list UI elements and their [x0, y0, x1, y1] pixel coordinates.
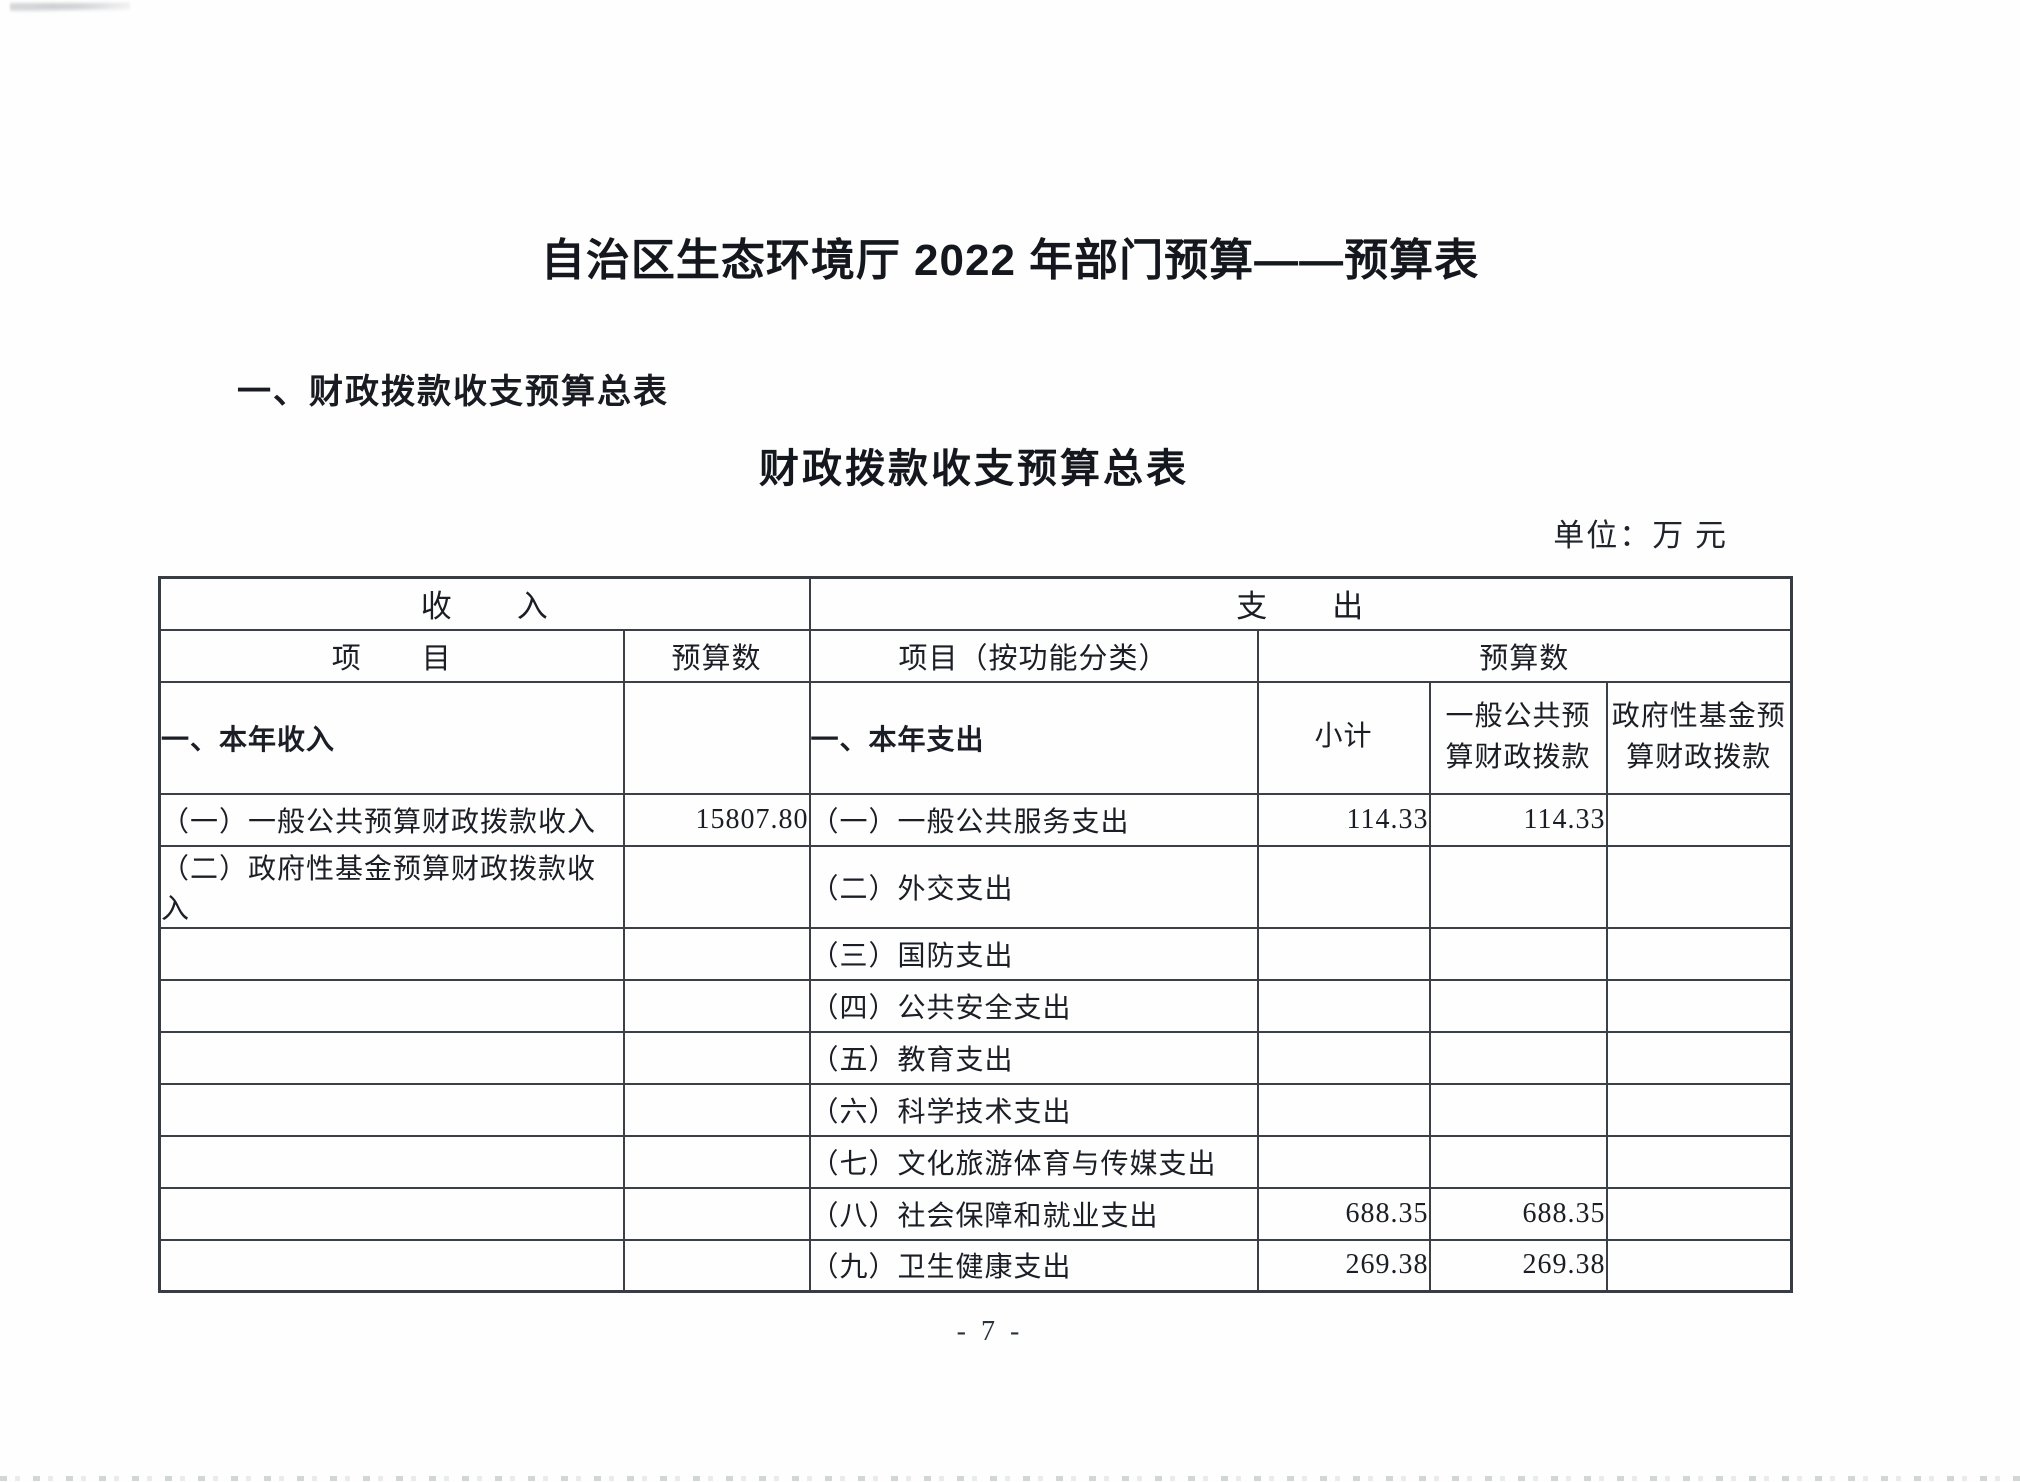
subtotal-cell [1256, 1134, 1431, 1189]
subtotal-cell: 114.33 [1256, 792, 1431, 847]
fund-budget-cell [1605, 1030, 1793, 1085]
income-budget-cell [622, 844, 811, 929]
expense-item-header: 项目（按功能分类） [808, 628, 1259, 683]
table-row: （八）社会保障和就业支出 688.35 688.35 [158, 1186, 1793, 1241]
table-title: 财政拨款收支预算总表 [759, 447, 1189, 491]
table-row: （九）卫生健康支出 269.38 269.38 [158, 1238, 1793, 1293]
table-header-row-columns: 项 目 预算数 项目（按功能分类） 预算数 [158, 628, 1793, 683]
table-row: （五）教育支出 [158, 1030, 1793, 1085]
expense-item-cell: （七）文化旅游体育与传媒支出 [808, 1134, 1259, 1189]
subtotal-column-header: 小计 [1256, 680, 1431, 795]
general-budget-cell [1428, 1030, 1608, 1085]
income-item-cell: （一）一般公共预算财政拨款收入 [158, 792, 625, 847]
income-item-cell [158, 1134, 625, 1189]
general-budget-column-header: 一般公共预 算财政拨款 [1428, 680, 1608, 795]
income-item-cell [158, 1238, 625, 1293]
fund-budget-cell [1605, 1238, 1793, 1293]
table-header-row-sections: 收 入 支 出 [158, 576, 1793, 631]
expense-item-cell: （九）卫生健康支出 [808, 1238, 1259, 1293]
expense-item-cell: （三）国防支出 [808, 926, 1259, 981]
fund-budget-cell [1605, 926, 1793, 981]
income-item-header: 项 目 [158, 628, 625, 683]
expense-item-cell: （五）教育支出 [808, 1030, 1259, 1085]
subtotal-cell [1256, 1082, 1431, 1137]
fund-budget-cell [1605, 1134, 1793, 1189]
scan-artifact-bottom-edge [0, 1476, 2020, 1481]
income-item-cell [158, 978, 625, 1033]
subtotal-cell: 688.35 [1256, 1186, 1431, 1241]
expense-section-header: 支 出 [808, 576, 1793, 631]
fund-budget-cell [1605, 792, 1793, 847]
income-item-cell [158, 1082, 625, 1137]
unit-label: 单位：万 元 [1553, 518, 1728, 553]
income-budget-cell [622, 978, 811, 1033]
income-budget-cell: 15807.80 [622, 792, 811, 847]
expense-group-label: 一、本年支出 [808, 680, 1259, 795]
table-row: （四）公共安全支出 [158, 978, 1793, 1033]
budget-table: 收 入 支 出 项 目 预算数 项目（按功能分类） 预算数 一、本年收入 一、本… [158, 576, 1793, 1293]
table-row: （三）国防支出 [158, 926, 1793, 981]
scan-artifact [10, 2, 130, 14]
income-group-budget [622, 680, 811, 795]
page-number: - 7 - [956, 1316, 1024, 1347]
subtotal-cell: 269.38 [1256, 1238, 1431, 1293]
general-budget-cell: 114.33 [1428, 792, 1608, 847]
subtotal-cell [1256, 1030, 1431, 1085]
general-budget-cell [1428, 926, 1608, 981]
income-item-cell: （二）政府性基金预算财政拨款收入 [158, 844, 625, 929]
fund-budget-cell [1605, 844, 1793, 929]
general-budget-cell [1428, 844, 1608, 929]
general-budget-cell [1428, 1082, 1608, 1137]
fund-budget-cell [1605, 1082, 1793, 1137]
expense-item-cell: （四）公共安全支出 [808, 978, 1259, 1033]
expense-item-cell: （二）外交支出 [808, 844, 1259, 929]
subtotal-cell [1256, 978, 1431, 1033]
income-group-label: 一、本年收入 [158, 680, 625, 795]
expense-item-cell: （一）一般公共服务支出 [808, 792, 1259, 847]
expense-budget-header: 预算数 [1256, 628, 1793, 683]
income-budget-cell [622, 1134, 811, 1189]
income-budget-cell [622, 1186, 811, 1241]
income-item-cell [158, 1186, 625, 1241]
income-section-header: 收 入 [158, 576, 811, 631]
subtotal-cell [1256, 926, 1431, 981]
fund-budget-cell [1605, 1186, 1793, 1241]
fund-budget-cell [1605, 978, 1793, 1033]
expense-item-cell: （八）社会保障和就业支出 [808, 1186, 1259, 1241]
income-budget-cell [622, 1030, 811, 1085]
income-item-cell [158, 926, 625, 981]
table-group-row: 一、本年收入 一、本年支出 小计 一般公共预 算财政拨款 政府性基金预 算财政拨… [158, 680, 1793, 795]
general-budget-cell: 269.38 [1428, 1238, 1608, 1293]
income-budget-header: 预算数 [622, 628, 811, 683]
income-budget-cell [622, 926, 811, 981]
general-budget-cell [1428, 1134, 1608, 1189]
page-title: 自治区生态环境厅 2022 年部门预算——预算表 [540, 236, 1480, 285]
table-row: （六）科学技术支出 [158, 1082, 1793, 1137]
income-budget-cell [622, 1238, 811, 1293]
table-row: （七）文化旅游体育与传媒支出 [158, 1134, 1793, 1189]
table-row: （一）一般公共预算财政拨款收入 15807.80 （一）一般公共服务支出 114… [158, 792, 1793, 847]
general-budget-cell: 688.35 [1428, 1186, 1608, 1241]
income-budget-cell [622, 1082, 811, 1137]
income-item-cell [158, 1030, 625, 1085]
subtotal-cell [1256, 844, 1431, 929]
fund-budget-column-header: 政府性基金预 算财政拨款 [1605, 680, 1793, 795]
general-budget-cell [1428, 978, 1608, 1033]
table-row: （二）政府性基金预算财政拨款收入 （二）外交支出 [158, 844, 1793, 929]
section-heading: 一、财政拨款收支预算总表 [237, 373, 669, 411]
expense-item-cell: （六）科学技术支出 [808, 1082, 1259, 1137]
